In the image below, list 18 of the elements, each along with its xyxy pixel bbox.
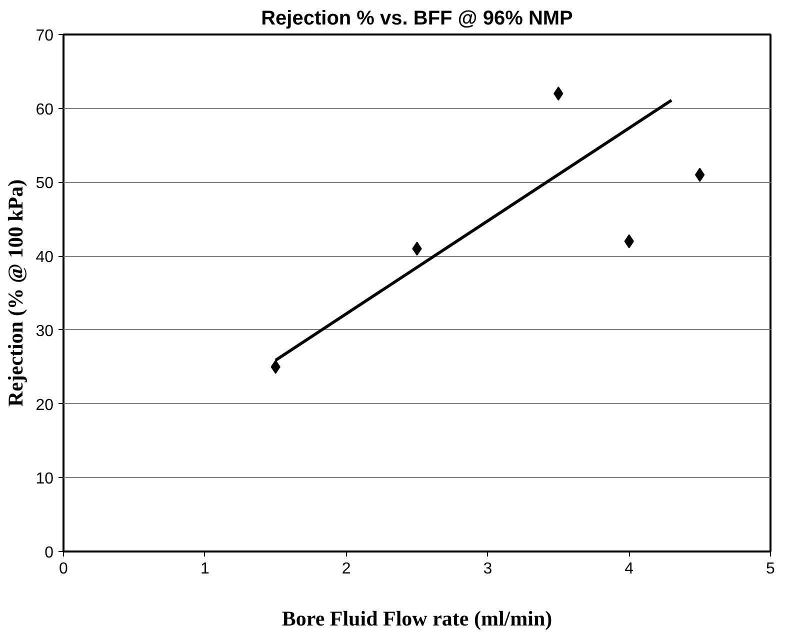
y-axis-title: Rejection (% @ 100 kPa): [4, 179, 28, 407]
y-tick-label: 40: [36, 249, 54, 266]
x-tick-label: 5: [766, 560, 776, 578]
y-tick-label: 20: [36, 396, 54, 414]
point: [694, 168, 705, 182]
x-tick-label: 4: [624, 560, 634, 578]
y-tick-label: 0: [44, 544, 54, 562]
y-tick-label: 50: [36, 175, 54, 192]
x-tick-label: 3: [483, 560, 492, 578]
chart-title: Rejection % vs. BFF @ 96% NMP: [261, 8, 573, 30]
x-tick-label: 2: [342, 560, 351, 578]
x-axis-title: Bore Fluid Flow rate (ml/min): [282, 606, 552, 630]
x-tick-label: 1: [200, 560, 210, 578]
y-tick-label: 60: [36, 101, 54, 118]
y-tick-label: 30: [36, 322, 54, 340]
y-tick-label: 70: [36, 28, 54, 44]
y-tick-label: 10: [36, 470, 54, 488]
x-tick-label: 0: [59, 560, 68, 578]
